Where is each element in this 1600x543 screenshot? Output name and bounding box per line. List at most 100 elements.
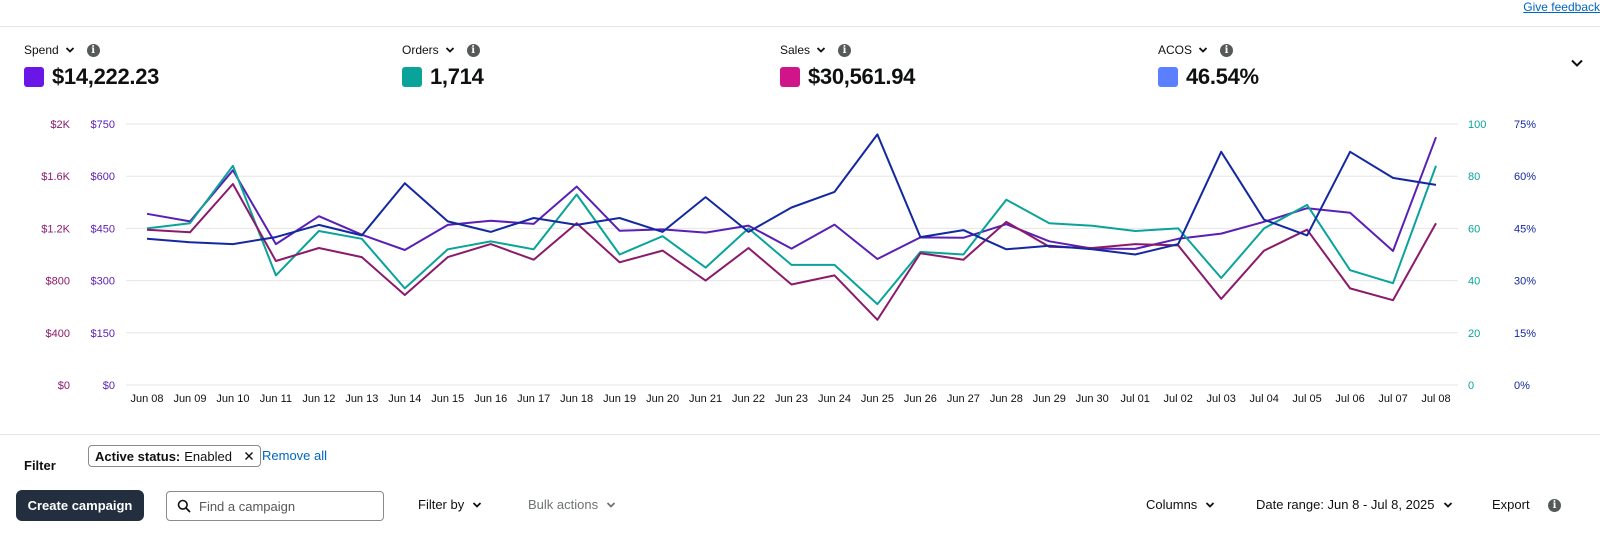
search-input[interactable] (199, 498, 369, 514)
x-axis-tick: Jul 01 (1121, 393, 1150, 405)
remove-all-link[interactable]: Remove all (262, 448, 328, 463)
metric-spend-swatch (24, 67, 44, 87)
metric-sales: Sales i $30,561.94 (780, 42, 915, 90)
metric-sales-swatch (780, 67, 800, 87)
acos-axis-tick: 15% (1514, 328, 1536, 340)
metric-acos-selector[interactable]: ACOS (1158, 43, 1208, 57)
x-axis-tick: Jul 07 (1378, 393, 1407, 405)
info-icon[interactable]: i (838, 43, 852, 57)
give-feedback-link[interactable]: Give feedback (1523, 0, 1600, 14)
info-icon[interactable]: i (1548, 499, 1561, 512)
orders-axis-tick: 100 (1468, 119, 1486, 131)
metric-sales-selector[interactable]: Sales (780, 43, 826, 57)
x-axis-tick: Jun 10 (216, 393, 249, 405)
metric-spend-label: Spend (24, 43, 59, 57)
filter-by-label: Filter by (418, 497, 465, 512)
series-line-orders (146, 164, 1437, 306)
metric-sales-value: $30,561.94 (808, 64, 916, 89)
x-axis-tick: Jun 23 (775, 393, 808, 405)
chart-divider (0, 434, 1600, 435)
top-divider (0, 26, 1600, 27)
filter-chip-value: Enabled (184, 448, 232, 464)
spend-axis-tick: $300 (91, 276, 115, 288)
create-campaign-button[interactable]: Create campaign (16, 490, 144, 521)
export-label: Export (1492, 497, 1530, 512)
x-axis-tick: Jul 05 (1292, 393, 1321, 405)
metric-orders-swatch (402, 67, 422, 87)
x-axis-tick: Jun 27 (947, 393, 980, 405)
spend-axis-tick: $450 (91, 223, 115, 235)
spend-axis-tick: $0 (103, 380, 115, 392)
x-axis-tick: Jun 25 (861, 393, 894, 405)
chevron-down-icon (1443, 501, 1452, 508)
search-box (166, 491, 384, 521)
metric-spend-value: $14,222.23 (52, 64, 160, 89)
orders-axis-tick: 0 (1468, 380, 1474, 392)
sales-axis-tick: $1.2K (41, 223, 70, 235)
search-icon (177, 499, 191, 513)
orders-axis-tick: 20 (1468, 328, 1480, 340)
bulk-actions-label: Bulk actions (528, 497, 599, 512)
filter-label: Filter (24, 458, 56, 473)
metric-acos-value: 46.54% (1186, 64, 1259, 89)
info-icon[interactable]: i (1220, 43, 1234, 57)
date-range-label: Date range: Jun 8 - Jul 8, 2025 (1256, 497, 1435, 512)
x-axis-tick: Jun 15 (431, 393, 464, 405)
x-axis-tick: Jul 03 (1206, 393, 1235, 405)
filter-chip-active-status: Active status: Enabled (88, 445, 261, 467)
x-axis-tick: Jun 12 (302, 393, 335, 405)
x-axis-tick: Jun 17 (517, 393, 550, 405)
orders-axis-tick: 60 (1468, 223, 1480, 235)
metric-acos-swatch (1158, 67, 1178, 87)
x-axis-tick: Jun 20 (646, 393, 679, 405)
metric-sales-label: Sales (780, 43, 811, 57)
spend-axis-tick: $150 (91, 328, 115, 340)
x-axis-tick: Jun 09 (173, 393, 206, 405)
chevron-down-icon (65, 47, 74, 53)
sales-axis-tick: $2K (50, 119, 70, 131)
x-axis-tick: Jun 08 (130, 393, 163, 405)
x-axis-tick: Jun 11 (260, 393, 292, 405)
columns-label: Columns (1146, 497, 1198, 512)
performance-chart: $0 $400 $800 $1.2K $1.6K $2K $0 $150 $300 $450 $60… (41, 119, 1536, 405)
columns-dropdown[interactable]: Columns (1146, 497, 1215, 512)
filter-by-dropdown[interactable]: Filter by (418, 497, 482, 512)
x-axis-tick: Jun 19 (603, 393, 636, 405)
metric-orders-value: 1,714 (430, 64, 484, 89)
date-range-dropdown[interactable]: Date range: Jun 8 - Jul 8, 2025 (1256, 497, 1453, 512)
x-axis-tick: Jun 30 (1076, 393, 1109, 405)
close-icon[interactable] (244, 451, 254, 461)
x-axis-tick: Jul 06 (1335, 393, 1364, 405)
x-axis-tick: Jul 04 (1249, 393, 1278, 405)
acos-axis-tick: 30% (1514, 276, 1536, 288)
sales-axis-tick: $400 (46, 328, 70, 340)
series-line-spend (146, 136, 1437, 260)
metric-acos: ACOS i 46.54% (1158, 42, 1259, 90)
info-icon[interactable]: i (466, 43, 480, 57)
info-icon[interactable]: i (86, 43, 100, 57)
x-axis-tick: Jun 26 (904, 393, 937, 405)
sales-axis-tick: $0 (58, 380, 70, 392)
collapse-chart-chevron-icon[interactable] (1570, 56, 1584, 70)
x-axis-tick: Jun 21 (689, 393, 722, 405)
metric-orders-selector[interactable]: Orders (402, 43, 455, 57)
acos-axis-tick: 0% (1514, 380, 1530, 392)
spend-axis-tick: $600 (91, 171, 115, 183)
export-button[interactable]: Export (1492, 497, 1530, 512)
spend-axis-tick: $750 (91, 119, 115, 131)
sales-axis-tick: $1.6K (41, 171, 70, 183)
x-axis-tick: Jun 18 (560, 393, 593, 405)
chevron-down-icon (816, 47, 826, 53)
x-axis-tick: Jun 28 (990, 393, 1023, 405)
chevron-down-icon (606, 501, 616, 508)
x-axis-tick: Jun 13 (345, 393, 378, 405)
x-axis-tick: Jun 24 (818, 393, 851, 405)
metric-spend-selector[interactable]: Spend (24, 43, 75, 57)
bulk-actions-dropdown[interactable]: Bulk actions (528, 497, 616, 512)
metric-acos-label: ACOS (1158, 43, 1193, 57)
filter-chip-key: Active status: (95, 448, 181, 464)
x-axis-tick: Jun 16 (474, 393, 507, 405)
x-axis-tick: Jun 14 (388, 393, 421, 405)
x-axis-tick: Jul 08 (1421, 393, 1450, 405)
acos-axis-tick: 75% (1514, 119, 1536, 131)
